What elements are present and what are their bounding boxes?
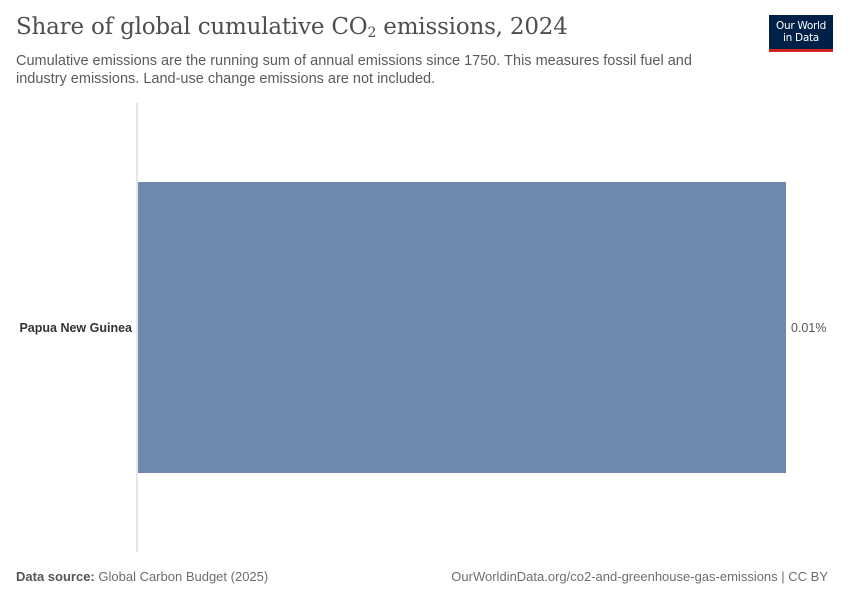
- data-source-label: Data source:: [16, 569, 95, 584]
- title-subscript: 2: [367, 25, 377, 41]
- bar-papua-new-guinea[interactable]: [138, 182, 786, 473]
- title-main: Share of global cumulative CO: [16, 14, 368, 40]
- logo-line-1: Our World: [776, 20, 826, 32]
- data-source-link[interactable]: Global Carbon Budget (2025): [98, 569, 269, 584]
- owid-logo[interactable]: Our World in Data: [769, 15, 833, 52]
- source-url-link[interactable]: OurWorldinData.org/co2-and-greenhouse-ga…: [451, 569, 828, 584]
- chart-title: Share of global cumulative CO2 emissions…: [16, 14, 568, 40]
- chart-subtitle: Cumulative emissions are the running sum…: [16, 53, 692, 87]
- category-label: Papua New Guinea: [19, 321, 133, 335]
- value-label: 0.01%: [791, 321, 826, 335]
- data-source: Data source: Global Carbon Budget (2025): [16, 569, 268, 584]
- logo-line-2: in Data: [783, 32, 819, 44]
- title-end: emissions, 2024: [376, 14, 568, 40]
